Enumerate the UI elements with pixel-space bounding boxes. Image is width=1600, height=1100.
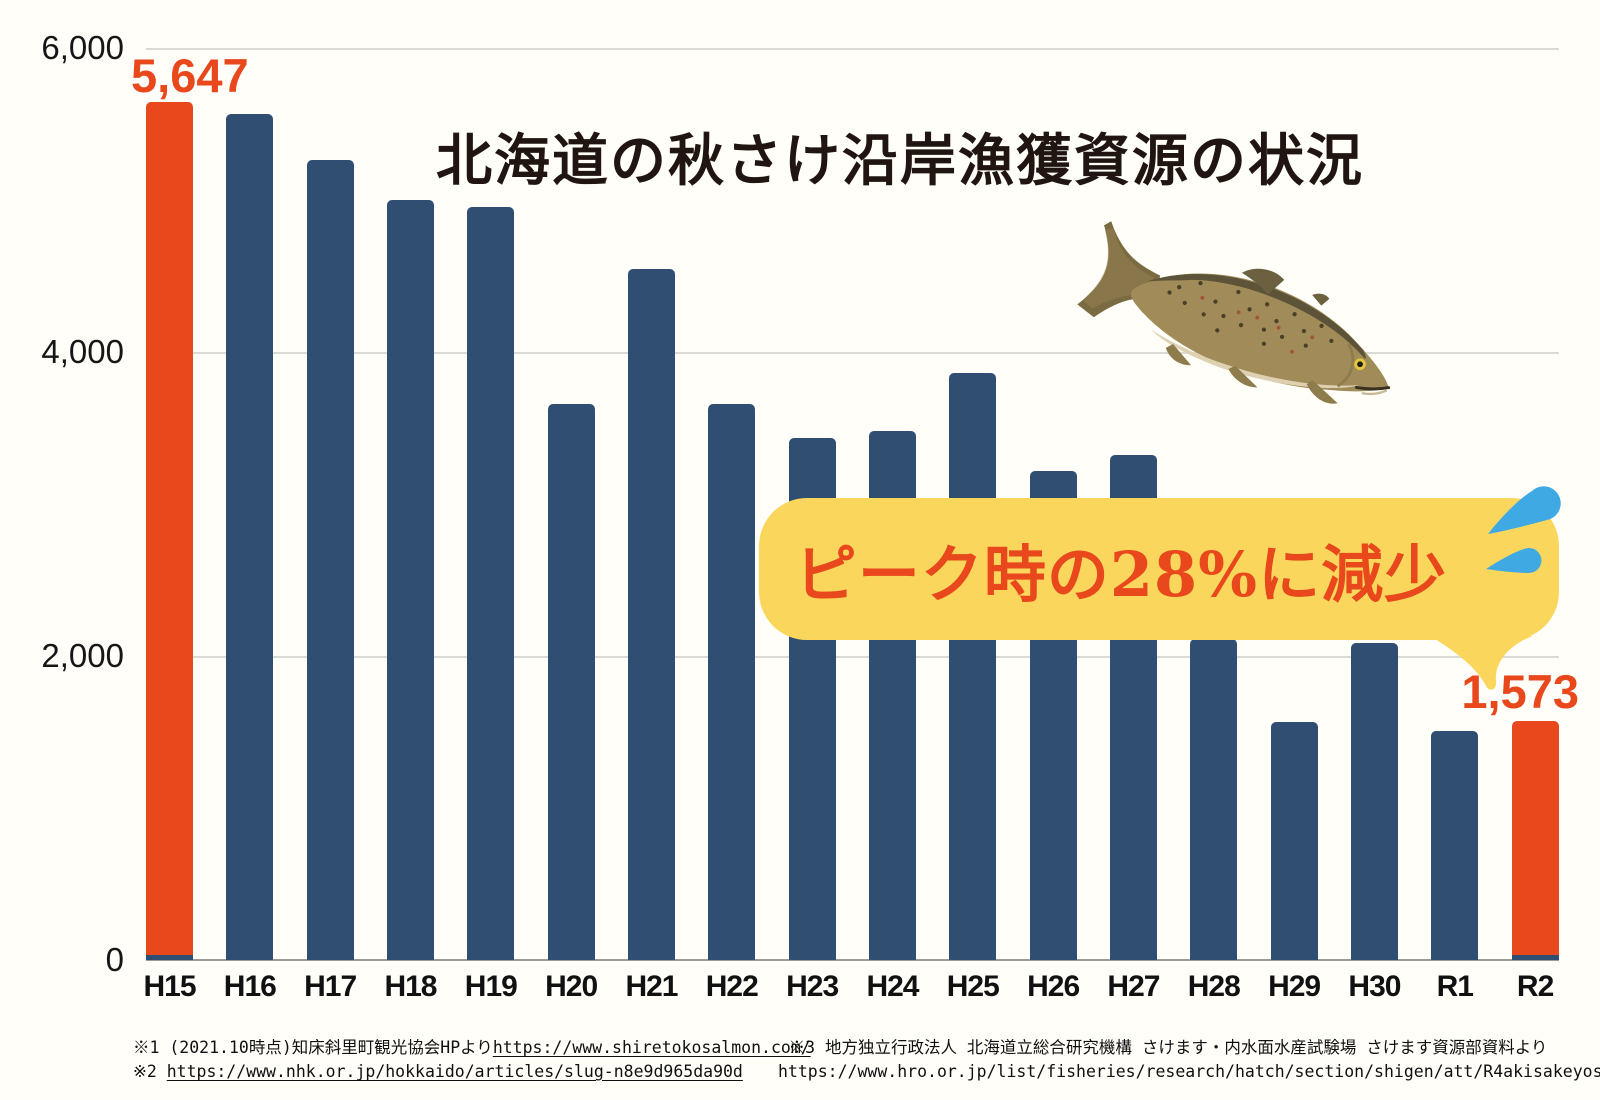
x-axis-label-H30: H30 — [1348, 970, 1401, 1003]
gridline-2000 — [146, 656, 1559, 658]
y-axis-label-2000: 2,000 — [41, 637, 124, 674]
y-axis-label-4000: 4,000 — [41, 333, 124, 370]
footnote-2: ※2 https://www.nhk.or.jp/hokkaido/articl… — [133, 1060, 811, 1084]
chart-title: 北海道の秋さけ沿岸漁獲資源の状況 — [436, 128, 1364, 194]
x-axis-label-H28: H28 — [1187, 970, 1241, 1003]
x-axis-label-H21: H21 — [625, 970, 678, 1003]
bar-H18 — [386, 200, 434, 960]
bar-H22 — [708, 403, 756, 960]
bar-H29 — [1270, 722, 1318, 960]
sweat-drops-icon — [1486, 486, 1561, 573]
bar-base-H15 — [146, 955, 193, 960]
x-axis-label-H20: H20 — [545, 970, 598, 1003]
x-axis-line — [146, 959, 1559, 961]
x-axis: H15 H16 H17 H18 H19 H20 H21 H22 H23 H24 H25 H26 H27 H… — [143, 970, 1559, 1006]
x-axis-label-H17: H17 — [304, 970, 357, 1003]
bar-H25 — [949, 372, 997, 960]
bar-R1 — [1431, 731, 1479, 960]
footnote-2-text: ※2 — [133, 1062, 167, 1081]
x-axis-label-H16: H16 — [223, 970, 277, 1003]
salmon-image — [1077, 221, 1391, 404]
bar-H21 — [627, 269, 675, 960]
bar-base-R2 — [1511, 955, 1559, 960]
footnote-1-link[interactable]: https://www.shiretokosalmon.com/ — [492, 1038, 811, 1057]
y-axis-label-6000: 6,000 — [41, 29, 124, 66]
speech-bubble-tail — [1430, 636, 1533, 690]
x-axis-label-H18: H18 — [384, 970, 437, 1003]
speech-bubble: ピーク時の28%に減少 — [759, 498, 1559, 640]
footnote-3-text: ※3 地方独立行政法人 北海道立総合研究機構 さけます・内水面水産試験場 さけま… — [788, 1038, 1548, 1057]
x-axis-label-H25: H25 — [946, 970, 1000, 1003]
x-axis-label-H22: H22 — [705, 970, 759, 1003]
gridline-4000 — [146, 352, 1559, 354]
footnote-1: ※1 (2021.10時点)知床斜里町観光協会HPよりhttps://www.s… — [133, 1036, 811, 1060]
bar-H17 — [306, 160, 354, 960]
x-axis-label-R1: R1 — [1436, 970, 1474, 1003]
footnote-sources-left: ※1 (2021.10時点)知床斜里町観光協会HPよりhttps://www.s… — [133, 1036, 811, 1084]
footnote-2-link[interactable]: https://www.nhk.or.jp/hokkaido/articles/… — [166, 1062, 743, 1081]
x-axis-label-H19: H19 — [464, 970, 518, 1003]
x-axis-label-H24: H24 — [866, 970, 919, 1003]
bar-H16 — [226, 114, 274, 960]
y-axis-label-0: 0 — [105, 941, 124, 978]
x-axis-label-H15: H15 — [143, 970, 196, 1003]
speech-bubble-text: ピーク時の28%に減少 — [794, 538, 1448, 611]
peak-value-label: 5,647 — [131, 49, 249, 102]
bar-R2 — [1511, 720, 1559, 960]
footnote-3-url: https://www.hro.or.jp/list/fisheries/res… — [778, 1062, 1600, 1081]
bar-H28 — [1190, 638, 1238, 960]
x-axis-label-H26: H26 — [1027, 970, 1080, 1003]
footnote-sources-right: ※3 地方独立行政法人 北海道立総合研究機構 さけます・内水面水産試験場 さけま… — [778, 1036, 1600, 1084]
bar-H15 — [146, 101, 193, 960]
x-axis-label-H29: H29 — [1268, 970, 1321, 1003]
bar-H20 — [547, 403, 595, 960]
gridline-6000 — [146, 48, 1559, 50]
footnote-1-text: ※1 (2021.10時点)知床斜里町観光協会HPより — [133, 1038, 493, 1057]
x-axis-label-R2: R2 — [1516, 970, 1554, 1003]
bar-H30 — [1350, 643, 1398, 960]
x-axis-label-H27: H27 — [1107, 970, 1160, 1003]
x-axis-label-H23: H23 — [786, 970, 839, 1003]
latest-value-label: 1,573 — [1461, 665, 1579, 718]
bar-H19 — [467, 206, 515, 960]
